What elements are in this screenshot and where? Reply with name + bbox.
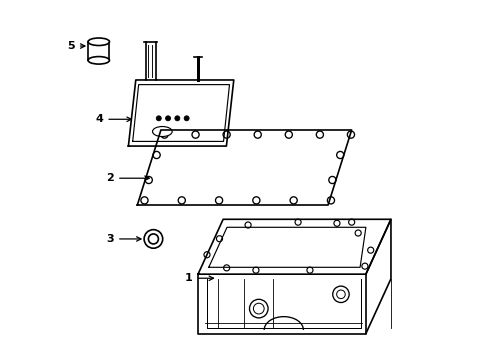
Text: 2: 2 <box>106 173 149 183</box>
Circle shape <box>156 116 161 121</box>
Circle shape <box>184 116 189 121</box>
Text: 3: 3 <box>106 234 141 244</box>
Text: 4: 4 <box>95 114 131 124</box>
Circle shape <box>175 116 180 121</box>
Text: 5: 5 <box>67 41 85 51</box>
Ellipse shape <box>88 57 109 64</box>
Circle shape <box>165 116 170 121</box>
Ellipse shape <box>88 38 109 45</box>
Text: 1: 1 <box>184 273 213 283</box>
Ellipse shape <box>152 126 172 136</box>
